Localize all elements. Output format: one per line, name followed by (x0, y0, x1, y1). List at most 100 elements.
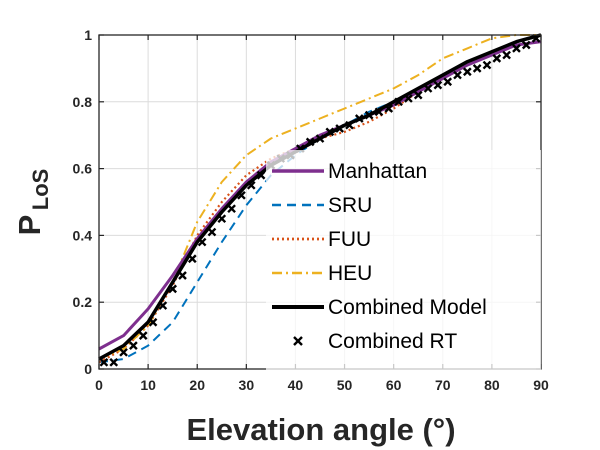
y-axis-title: P LoS (12, 169, 53, 236)
legend-item-fuu: FUU (272, 228, 371, 251)
y-tick-label: 0.6 (73, 161, 93, 177)
x-tick-label: 30 (239, 377, 255, 393)
x-axis-title: Elevation angle (°) (186, 412, 455, 447)
series-line-manhattan (98, 40, 542, 351)
marker-stroke (148, 317, 158, 327)
data-point-combined-rt (413, 90, 423, 100)
data-point-combined-rt (521, 40, 531, 50)
legend-label-combined-rt: Combined RT (328, 330, 457, 353)
legend-marker-combined-rt (293, 336, 303, 346)
marker-stroke (246, 180, 256, 190)
legend-label-combined-model: Combined Model (328, 296, 487, 319)
marker-stroke (345, 120, 354, 130)
data-point-combined-rt (315, 134, 325, 143)
data-point-combined-rt (119, 347, 128, 357)
marker-stroke (443, 77, 453, 87)
marker-stroke (197, 237, 207, 247)
legend-label-heu: HEU (328, 262, 372, 285)
marker-stroke (207, 227, 217, 237)
x-tick-label: 80 (484, 377, 500, 393)
data-point-combined-rt (168, 284, 178, 294)
data-point-combined-rt (492, 54, 502, 63)
y-axis-title-sub: LoS (28, 169, 53, 211)
data-point-combined-rt (394, 97, 403, 107)
data-point-combined-rt (187, 254, 197, 264)
legend-item-sru: SRU (272, 194, 372, 217)
marker-stroke (453, 70, 462, 80)
marker-stroke (129, 341, 138, 350)
marker-stroke (109, 357, 119, 367)
x-tick-label: 70 (435, 377, 451, 393)
legend-label-sru: SRU (328, 194, 372, 217)
legend-label-fuu: FUU (328, 228, 371, 251)
data-point-combined-rt (512, 44, 521, 53)
x-tick-label: 10 (140, 377, 156, 393)
marker-stroke (168, 284, 178, 294)
data-point-combined-rt (246, 180, 256, 190)
data-point-combined-rt (423, 84, 433, 93)
data-point-combined-rt (482, 60, 492, 70)
data-point-combined-rt (335, 124, 344, 133)
x-tick-label: 20 (189, 377, 205, 393)
y-axis-title-main: P (12, 215, 47, 236)
marker-stroke (187, 254, 197, 264)
data-point-combined-rt (197, 237, 207, 247)
data-point-combined-rt (374, 107, 384, 117)
marker-stroke (502, 50, 511, 60)
marker-stroke (158, 301, 168, 310)
data-point-combined-rt (256, 170, 266, 180)
y-tick-label: 1 (84, 27, 92, 43)
data-point-combined-rt (138, 331, 148, 340)
marker-stroke (227, 204, 236, 214)
marker-stroke (512, 44, 521, 53)
marker-stroke (462, 67, 472, 77)
data-point-combined-rt (237, 190, 246, 200)
y-tick-label: 0 (84, 361, 92, 377)
x-tick-label: 50 (337, 377, 353, 393)
data-point-combined-rt (158, 301, 168, 310)
data-point-combined-rt (502, 50, 511, 60)
marker-stroke (256, 170, 266, 180)
marker-stroke (413, 90, 423, 100)
data-point-combined-rt (129, 341, 138, 350)
marker-stroke (119, 347, 128, 357)
marker-stroke (492, 54, 502, 63)
legend-item-heu: HEU (272, 262, 372, 285)
data-point-combined-rt (433, 80, 443, 90)
x-tick-label: 90 (533, 377, 549, 393)
legend-item-combined-rt: Combined RT (293, 330, 457, 353)
marker-stroke (521, 40, 531, 50)
legend-background (266, 150, 541, 375)
data-point-combined-rt (345, 120, 354, 130)
data-point-combined-rt (148, 317, 158, 327)
y-tick-label: 0.2 (73, 294, 93, 310)
data-point-combined-rt (354, 114, 364, 123)
data-point-combined-rt (99, 357, 109, 367)
data-point-combined-rt (178, 271, 187, 280)
marker-stroke (394, 97, 403, 107)
legend-item-combined-model: Combined Model (272, 296, 487, 319)
marker-stroke (482, 60, 492, 70)
marker-stroke (423, 84, 433, 93)
data-point-combined-rt (109, 357, 119, 367)
marker-stroke (364, 110, 374, 120)
data-point-combined-rt (453, 70, 462, 80)
marker-stroke (315, 134, 325, 143)
marker-stroke (374, 107, 384, 117)
data-point-combined-rt (217, 214, 227, 224)
x-tick-label: 0 (95, 377, 103, 393)
marker-stroke (217, 214, 227, 224)
x-tick-label: 60 (386, 377, 402, 393)
y-tick-label: 0.8 (73, 94, 93, 110)
marker-stroke (354, 114, 364, 123)
y-tick-label: 0.4 (73, 227, 93, 243)
data-point-combined-rt (325, 127, 335, 137)
marker-stroke (305, 137, 315, 147)
tick-labels: 0 10 20 30 40 50 60 70 80 90 0 0.2 0.4 0.6 0.8 1 (73, 27, 549, 393)
marker-stroke (138, 331, 148, 340)
data-point-combined-rt (472, 64, 482, 73)
series-line-heu (98, 34, 541, 360)
marker-stroke (325, 127, 335, 137)
marker-stroke (433, 80, 443, 90)
